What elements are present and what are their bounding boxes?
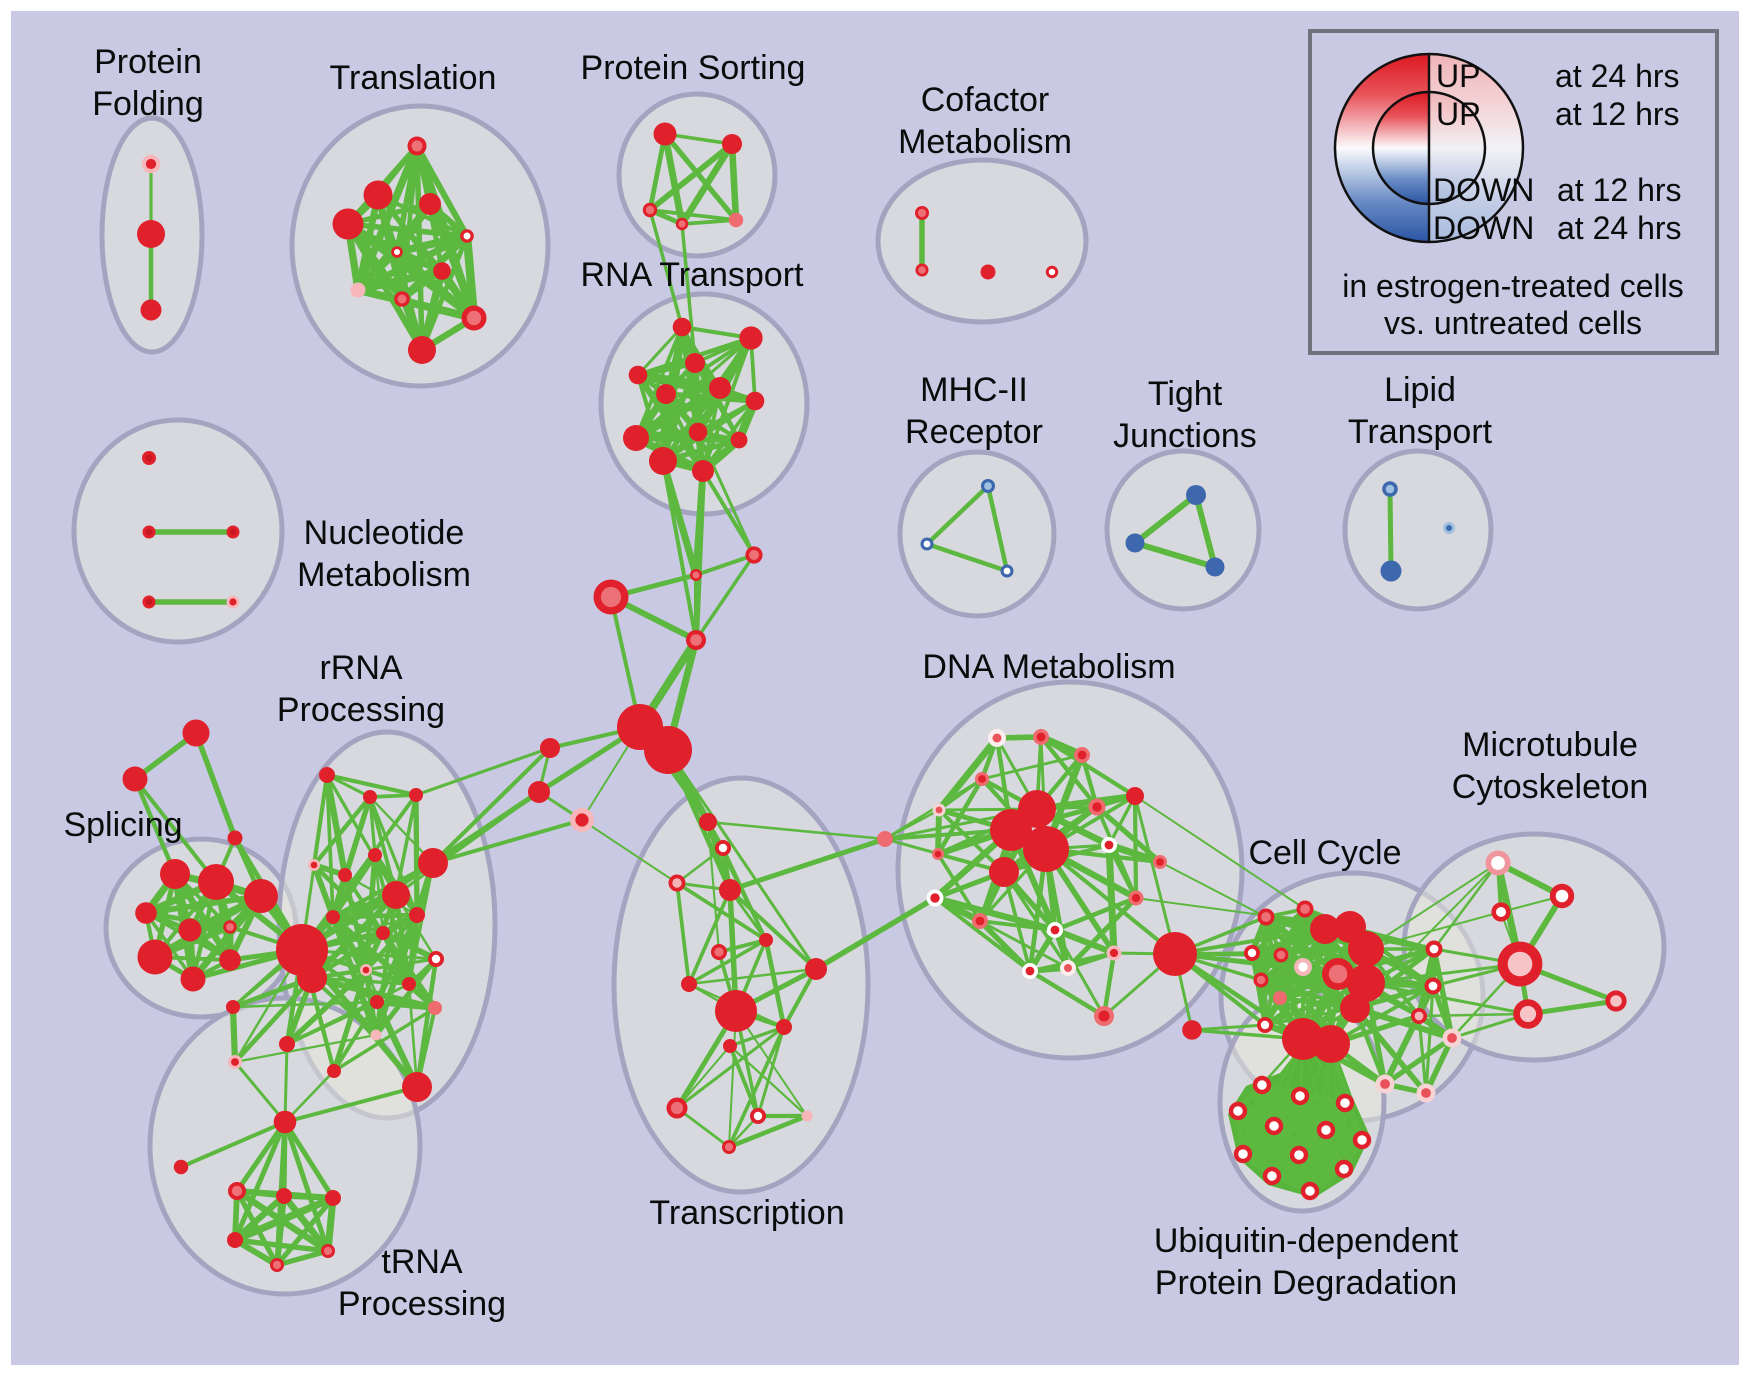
svg-text:Ubiquitin-dependent: Ubiquitin-dependent: [1154, 1222, 1459, 1260]
svg-text:at 24 hrs: at 24 hrs: [1555, 58, 1680, 94]
svg-text:Transport: Transport: [1348, 413, 1493, 451]
svg-text:Protein Degradation: Protein Degradation: [1155, 1264, 1457, 1302]
svg-text:Nucleotide: Nucleotide: [304, 514, 465, 552]
svg-text:Metabolism: Metabolism: [898, 123, 1072, 161]
svg-text:DOWN: DOWN: [1433, 210, 1534, 246]
svg-text:Protein: Protein: [94, 43, 202, 81]
svg-text:in estrogen-treated cells: in estrogen-treated cells: [1342, 268, 1684, 304]
svg-text:Processing: Processing: [338, 1285, 506, 1323]
svg-text:at 12 hrs: at 12 hrs: [1557, 172, 1682, 208]
svg-text:Protein Sorting: Protein Sorting: [581, 49, 806, 87]
svg-text:Lipid: Lipid: [1384, 371, 1456, 409]
svg-text:Metabolism: Metabolism: [297, 556, 471, 594]
svg-text:MHC-II: MHC-II: [920, 371, 1028, 409]
svg-text:UP: UP: [1436, 96, 1480, 132]
svg-text:rRNA: rRNA: [319, 649, 402, 687]
svg-text:Translation: Translation: [330, 59, 497, 97]
svg-text:tRNA: tRNA: [381, 1243, 463, 1281]
svg-text:Transcription: Transcription: [649, 1194, 844, 1232]
svg-text:at 12 hrs: at 12 hrs: [1555, 96, 1680, 132]
svg-text:Receptor: Receptor: [905, 413, 1043, 451]
svg-text:UP: UP: [1436, 58, 1480, 94]
svg-text:Microtubule: Microtubule: [1462, 726, 1638, 764]
svg-text:Cofactor: Cofactor: [921, 81, 1050, 119]
svg-text:at 24 hrs: at 24 hrs: [1557, 210, 1682, 246]
svg-text:Cytoskeleton: Cytoskeleton: [1452, 768, 1649, 806]
svg-text:vs. untreated cells: vs. untreated cells: [1384, 305, 1642, 341]
svg-text:DNA Metabolism: DNA Metabolism: [922, 648, 1175, 686]
svg-text:DOWN: DOWN: [1433, 172, 1534, 208]
svg-text:Splicing: Splicing: [63, 806, 182, 844]
svg-text:Junctions: Junctions: [1113, 417, 1257, 455]
svg-text:Cell Cycle: Cell Cycle: [1248, 834, 1401, 872]
svg-text:Processing: Processing: [277, 691, 445, 729]
svg-text:Folding: Folding: [92, 85, 204, 123]
svg-text:Tight: Tight: [1148, 375, 1223, 413]
svg-text:RNA Transport: RNA Transport: [581, 256, 805, 294]
